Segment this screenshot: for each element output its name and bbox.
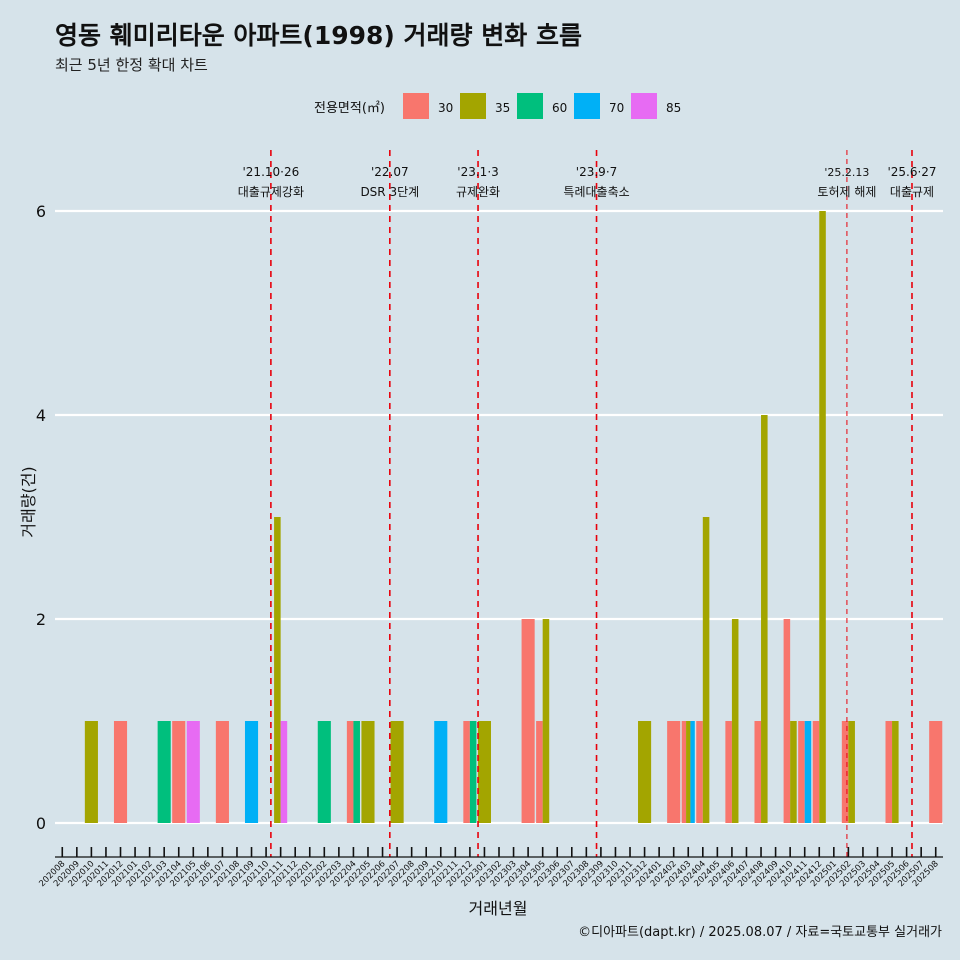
x-axis: 2020082020092020102020112020122021012021… xyxy=(37,847,943,889)
event-label: 대출규제 xyxy=(890,185,934,199)
bar-202411-30 xyxy=(798,721,805,823)
bar-202111-35 xyxy=(274,517,281,823)
bar-202305-30 xyxy=(536,721,543,823)
legend: 전용면적(㎡) 30 35 60 70 85 xyxy=(314,93,681,119)
legend-swatch-60 xyxy=(517,93,543,119)
bar-202010-35 xyxy=(84,721,98,823)
event-label: DSR 3단계 xyxy=(360,185,419,199)
legend-label-70: 70 xyxy=(609,101,624,115)
bar-202204-60 xyxy=(353,721,360,823)
y-tick-label: 2 xyxy=(36,610,46,629)
y-tick-label: 4 xyxy=(36,406,46,425)
event-date: '23.1·3 xyxy=(457,165,498,179)
event-date: '25.2.13 xyxy=(824,166,869,179)
bar-202408-35 xyxy=(761,415,768,823)
event-label: 특례대출축소 xyxy=(563,185,629,199)
caption: ©디아파트(dapt.kr) / 2025.08.07 / 자료=국토교통부 실… xyxy=(578,925,942,940)
bar-202410-30 xyxy=(783,619,791,823)
event-label: 대출규제강화 xyxy=(238,185,304,199)
bar-202402-30 xyxy=(667,721,681,823)
bar-202502-30 xyxy=(841,721,849,823)
legend-swatch-35 xyxy=(460,93,486,119)
bar-202304-30 xyxy=(521,619,535,823)
legend-label-35: 35 xyxy=(495,101,510,115)
bar-202104-30 xyxy=(172,721,186,823)
bar-202505-35 xyxy=(892,721,899,823)
bar-202301-35 xyxy=(477,721,491,823)
bar-202107-30 xyxy=(215,721,229,823)
bar-202109-70 xyxy=(244,721,259,823)
bar-202210-70 xyxy=(434,721,448,823)
legend-label-60: 60 xyxy=(552,101,567,115)
legend-swatch-30 xyxy=(403,93,429,119)
bar-202411-70 xyxy=(804,721,812,823)
y-tick-label: 0 xyxy=(36,814,46,833)
bar-202403-70 xyxy=(690,721,695,823)
bar-202212-30 xyxy=(463,721,470,823)
bar-202505-30 xyxy=(885,721,893,823)
x-axis-label: 거래년월 xyxy=(469,899,528,918)
bar-202305-35 xyxy=(542,619,550,823)
bar-202312-35 xyxy=(638,721,652,823)
event-date: '22.07 xyxy=(371,165,409,179)
bar-202105-85 xyxy=(186,721,200,823)
bar-202404-35 xyxy=(702,517,710,823)
event-markers: '21.10·26 대출규제강화 '22.07 DSR 3단계 '23.1·3 규제완화 '… xyxy=(238,150,937,857)
bar-202412-30 xyxy=(812,721,820,823)
bar-202406-30 xyxy=(725,721,732,823)
bar-202212-60 xyxy=(469,721,477,823)
bar-202412-35 xyxy=(819,211,826,823)
bar-202508-30 xyxy=(929,721,943,823)
bar-202408-30 xyxy=(754,721,762,823)
chart-subtitle: 최근 5년 한정 확대 차트 xyxy=(55,56,208,74)
event-label: 토허제 해제 xyxy=(817,185,876,199)
event-date: '25.6·27 xyxy=(887,165,936,179)
legend-title: 전용면적(㎡) xyxy=(314,101,385,116)
bar-202202-60 xyxy=(317,721,331,823)
bar-202502-35 xyxy=(848,721,855,823)
bars xyxy=(84,211,943,823)
bar-202406-35 xyxy=(731,619,739,823)
legend-label-30: 30 xyxy=(438,101,453,115)
chart-title: 영동 훼미리타운 아파트(1998) 거래량 변화 흐름 xyxy=(55,21,582,50)
y-tick-label: 6 xyxy=(36,202,46,221)
y-axis-label: 거래량(건) xyxy=(19,466,38,537)
bar-202012-30 xyxy=(113,721,128,823)
bar-202207-35 xyxy=(390,721,404,823)
event-label: 규제완화 xyxy=(456,185,500,199)
bar-202403-30 xyxy=(681,721,687,823)
bar-202404-30 xyxy=(696,721,703,823)
legend-label-85: 85 xyxy=(666,101,681,115)
bar-202103-60 xyxy=(157,721,171,823)
bar-202111-85 xyxy=(280,721,288,823)
legend-swatch-85 xyxy=(631,93,657,119)
bar-202403-35 xyxy=(686,721,691,823)
bar-202205-35 xyxy=(361,721,375,823)
event-date: '21.10·26 xyxy=(243,165,300,179)
event-date: '23.9·7 xyxy=(576,165,617,179)
bar-202410-35 xyxy=(790,721,797,823)
legend-swatch-70 xyxy=(574,93,600,119)
y-axis-ticks: 0 2 4 6 xyxy=(36,202,46,833)
bar-202204-30 xyxy=(346,721,354,823)
